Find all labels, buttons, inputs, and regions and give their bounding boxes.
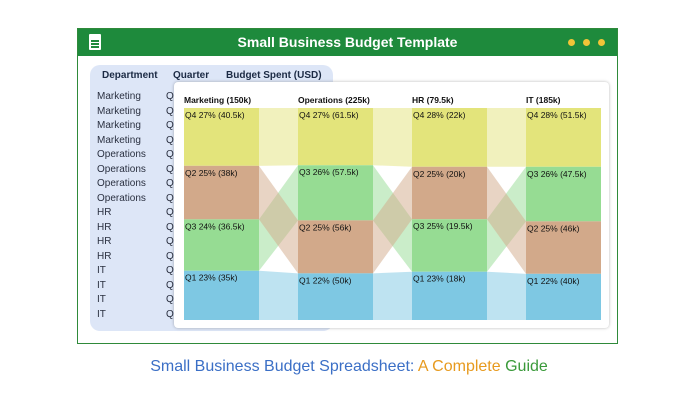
segment-label: Q2 25% (38k) bbox=[185, 168, 238, 178]
flow-band-q1 bbox=[373, 271, 412, 320]
bar-segment-q1[interactable] bbox=[412, 271, 487, 320]
bar-segment-q3[interactable] bbox=[298, 165, 373, 221]
flow-band-q1 bbox=[259, 270, 298, 320]
cell-quarter[interactable]: Q2 bbox=[166, 221, 180, 233]
flow-band-q4 bbox=[259, 108, 298, 166]
bar-segment-q3[interactable] bbox=[526, 166, 601, 222]
cell-department[interactable]: Operations bbox=[97, 163, 146, 175]
flow-band-q4 bbox=[373, 108, 412, 167]
segment-label: Q4 28% (22k) bbox=[413, 110, 466, 120]
cell-department[interactable]: Operations bbox=[97, 192, 146, 204]
cell-quarter[interactable]: Q1 bbox=[166, 149, 180, 160]
spreadsheet-icon bbox=[89, 34, 101, 50]
bar-segment-q2[interactable] bbox=[184, 165, 259, 220]
segment-label: Q3 26% (57.5k) bbox=[299, 167, 359, 177]
flow-band-q2 bbox=[259, 165, 298, 274]
title-bar: Small Business Budget Template bbox=[78, 29, 617, 56]
segment-label: Q3 26% (47.5k) bbox=[527, 169, 587, 179]
bar-segment-q2[interactable] bbox=[526, 221, 601, 274]
cell-department[interactable]: IT bbox=[97, 308, 106, 320]
cell-quarter[interactable]: Q3 bbox=[166, 120, 180, 131]
bar-segment-q3[interactable] bbox=[184, 219, 259, 271]
segment-label: Q2 25% (46k) bbox=[527, 223, 580, 233]
cell-department[interactable]: HR bbox=[97, 236, 112, 247]
cell-quarter[interactable]: Q4 bbox=[166, 134, 180, 146]
cell-department[interactable]: Marketing bbox=[97, 105, 141, 117]
bar-segment-q3[interactable] bbox=[412, 219, 487, 272]
caption-part-1: Small Business Budget Spreadsheet: bbox=[150, 358, 415, 375]
cell-quarter[interactable]: Q2 bbox=[166, 279, 180, 291]
segment-label: Q3 25% (19.5k) bbox=[413, 221, 473, 231]
bar-segment-q2[interactable] bbox=[298, 220, 373, 274]
cell-department[interactable]: Operations bbox=[97, 149, 146, 160]
app-title: Small Business Budget Template bbox=[237, 34, 458, 50]
caption-part-3: Guide bbox=[505, 358, 548, 375]
cell-quarter[interactable]: Q1 bbox=[166, 91, 180, 102]
cell-department[interactable]: HR bbox=[97, 207, 112, 218]
flow-band-q2 bbox=[373, 166, 412, 274]
bar-segment-q4[interactable] bbox=[298, 108, 373, 166]
page-caption: Small Business Budget Spreadsheet: A Com… bbox=[0, 358, 698, 376]
column-header-budget: Budget Spent (USD) bbox=[226, 70, 322, 81]
cell-quarter[interactable]: Q3 bbox=[166, 236, 180, 247]
bar-segment-q4[interactable] bbox=[412, 108, 487, 167]
cell-quarter[interactable]: Q4 bbox=[166, 250, 180, 262]
cell-quarter[interactable]: Q4 bbox=[166, 308, 180, 320]
segment-label: Q4 27% (61.5k) bbox=[299, 110, 359, 120]
column-title: HR (79.5k) bbox=[412, 95, 454, 105]
bar-segment-q1[interactable] bbox=[298, 273, 373, 320]
cell-department[interactable]: HR bbox=[97, 221, 112, 233]
flow-band-q2 bbox=[487, 166, 526, 274]
cell-department[interactable]: IT bbox=[97, 279, 106, 291]
bar-segment-q1[interactable] bbox=[526, 273, 601, 320]
segment-label: Q1 22% (50k) bbox=[299, 275, 352, 285]
window-dot-icon[interactable] bbox=[583, 39, 590, 46]
segment-label: Q2 25% (56k) bbox=[299, 222, 352, 232]
column-title: Marketing (150k) bbox=[184, 95, 251, 105]
segment-label: Q2 25% (20k) bbox=[413, 169, 466, 179]
column-header-department: Department bbox=[102, 70, 158, 81]
bar-segment-q4[interactable] bbox=[184, 108, 259, 166]
cell-quarter[interactable]: Q3 bbox=[166, 294, 180, 305]
cell-quarter[interactable]: Q1 bbox=[166, 265, 180, 276]
bar-segment-q1[interactable] bbox=[184, 270, 259, 320]
flow-band-q1 bbox=[487, 271, 526, 320]
segment-label: Q4 28% (51.5k) bbox=[527, 110, 587, 120]
caption-part-2: A Complete bbox=[417, 358, 501, 375]
flow-band-q4 bbox=[487, 108, 526, 167]
segment-label: Q1 23% (35k) bbox=[185, 273, 238, 283]
cell-quarter[interactable]: Q2 bbox=[166, 163, 180, 175]
cell-quarter[interactable]: Q2 bbox=[166, 105, 180, 117]
cell-department[interactable]: Operations bbox=[97, 178, 146, 189]
segment-label: Q1 22% (40k) bbox=[527, 276, 580, 286]
cell-department[interactable]: IT bbox=[97, 294, 106, 305]
segment-label: Q3 24% (36.5k) bbox=[185, 221, 245, 231]
cell-department[interactable]: Marketing bbox=[97, 91, 141, 102]
cell-department[interactable]: IT bbox=[97, 265, 106, 276]
column-header-quarter: Quarter bbox=[173, 70, 210, 81]
cell-quarter[interactable]: Q1 bbox=[166, 207, 180, 218]
cell-department[interactable]: Marketing bbox=[97, 120, 141, 131]
window-dot-icon[interactable] bbox=[598, 39, 605, 46]
cell-quarter[interactable]: Q3 bbox=[166, 178, 180, 189]
window-dot-icon[interactable] bbox=[568, 39, 575, 46]
column-title: Operations (225k) bbox=[298, 95, 370, 105]
cell-department[interactable]: Marketing bbox=[97, 134, 141, 146]
cell-department[interactable]: HR bbox=[97, 250, 112, 262]
bar-segment-q2[interactable] bbox=[412, 166, 487, 220]
bar-segment-q4[interactable] bbox=[526, 108, 601, 167]
segment-label: Q1 23% (18k) bbox=[413, 274, 466, 284]
cell-quarter[interactable]: Q4 bbox=[166, 192, 180, 204]
budget-chart: Marketing (150k) Q4 27% (40.5k) Q2 25% (38… bbox=[184, 95, 601, 320]
column-title: IT (185k) bbox=[526, 95, 561, 105]
segment-label: Q4 27% (40.5k) bbox=[185, 110, 245, 120]
